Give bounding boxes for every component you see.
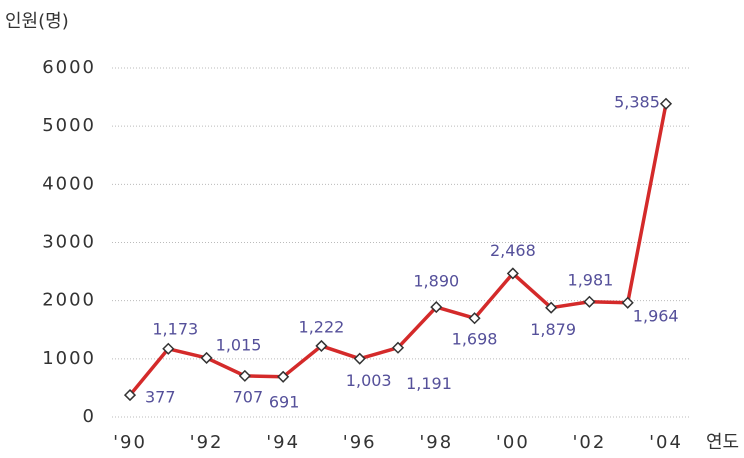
data-point [238, 369, 251, 382]
value-label: 1,964 [633, 306, 679, 325]
data-point [506, 267, 519, 280]
y-tick-label: 3000 [42, 232, 96, 253]
value-label: 1,222 [299, 317, 345, 336]
y-tick-label: 0 [83, 406, 96, 427]
value-label: 1,698 [452, 330, 498, 349]
x-tick-label: '94 [266, 432, 300, 453]
data-point [468, 312, 481, 325]
x-tick-label: '96 [343, 432, 377, 453]
value-label: 1,003 [346, 371, 392, 390]
value-label: 1,015 [216, 335, 262, 354]
data-point [200, 351, 213, 365]
y-tick-label: 6000 [42, 57, 96, 78]
value-label: 1,879 [530, 320, 576, 339]
x-tick-label: '04 [649, 432, 683, 453]
x-tick-label: '00 [496, 432, 530, 453]
value-label: 707 [233, 387, 264, 406]
data-point [430, 301, 443, 314]
data-point [162, 342, 175, 355]
data-point [353, 352, 366, 365]
value-label: 5,385 [614, 92, 660, 111]
x-tick-label: '90 [113, 432, 147, 453]
x-axis-label: 연도 [706, 432, 739, 453]
value-label: 1,981 [568, 270, 614, 289]
data-point [583, 295, 596, 308]
y-tick-label: 5000 [42, 115, 96, 136]
data-point [123, 389, 137, 402]
value-label: 1,890 [413, 272, 459, 291]
y-tick-label: 2000 [42, 290, 96, 311]
x-tick-label: '02 [572, 432, 606, 453]
data-point [545, 301, 558, 314]
data-point [659, 97, 673, 110]
value-label: 1,191 [406, 374, 452, 393]
y-tick-label: 1000 [42, 348, 96, 369]
value-label: 2,468 [490, 241, 536, 260]
value-label: 1,173 [152, 319, 198, 338]
data-point [315, 339, 328, 352]
x-tick-label: '98 [419, 432, 453, 453]
value-label: 377 [145, 388, 176, 407]
data-point [391, 341, 405, 354]
data-point [277, 370, 290, 383]
y-axis-label: 인원(명) [5, 11, 69, 32]
x-tick-label: '92 [190, 432, 224, 453]
y-tick-label: 4000 [42, 173, 96, 194]
value-label: 691 [269, 392, 300, 411]
data-point [621, 296, 634, 309]
